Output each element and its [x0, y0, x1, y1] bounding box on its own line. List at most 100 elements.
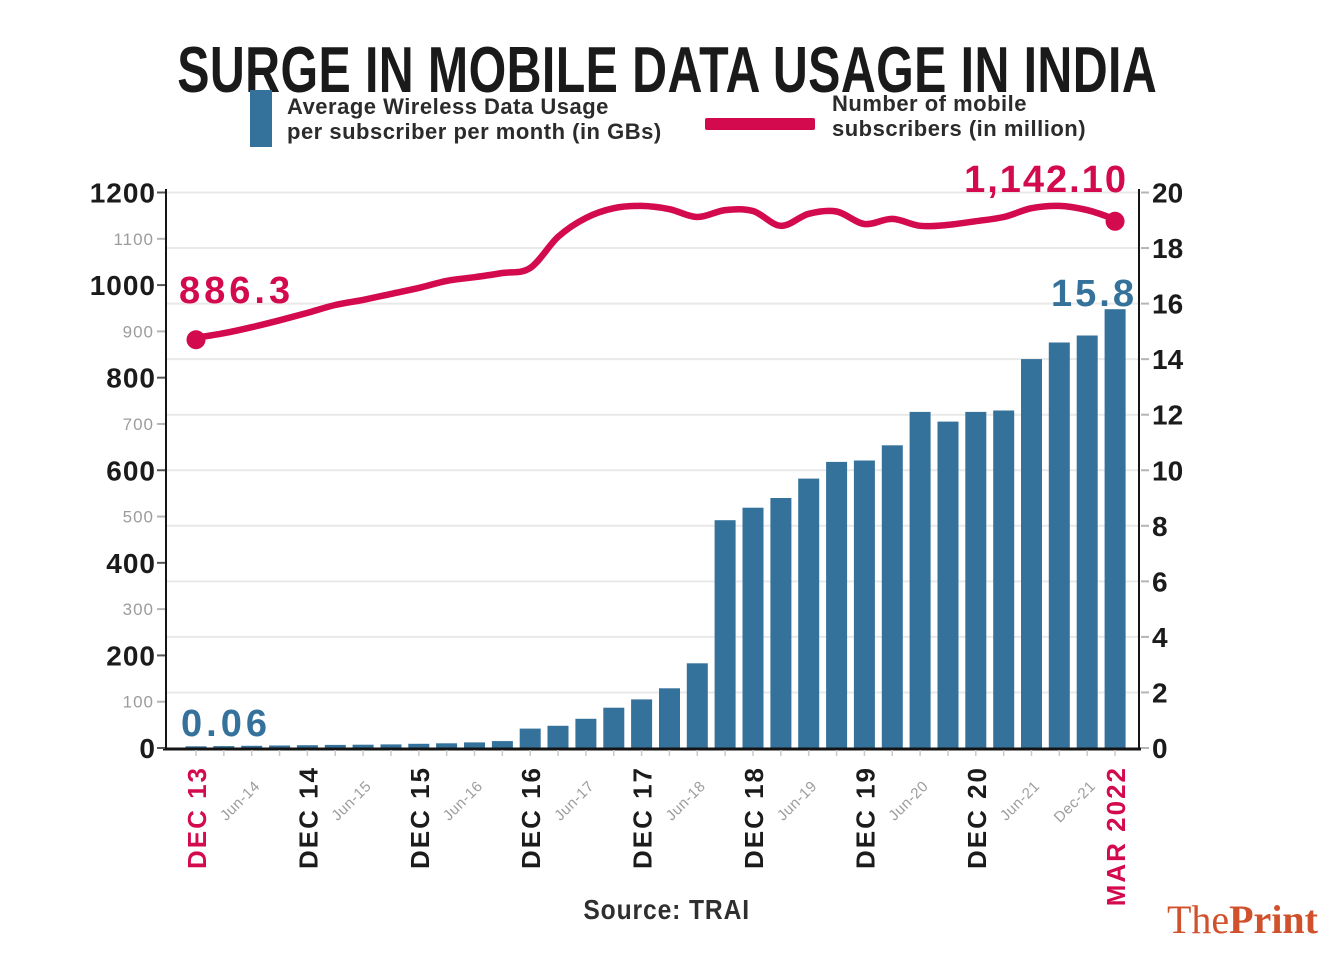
right-tick-label-10: 10: [1152, 455, 1183, 486]
right-tick-label-8: 8: [1152, 511, 1168, 542]
bar-Mar-16: [436, 743, 458, 748]
x-label-MAR 2022: MAR 2022: [1101, 766, 1131, 906]
logo-the: The: [1166, 897, 1230, 942]
bar-legend-label: Average Wireless Data Usage per subscrib…: [287, 94, 662, 144]
x-label-Jun-14: Jun-14: [217, 778, 264, 825]
page-title-text: SURGE IN MOBILE DATA USAGE IN INDIA: [176, 34, 1157, 107]
left-tick-label-200: 200: [106, 640, 156, 671]
bar-Mar-15: [324, 744, 346, 748]
left-tick-label-0: 0: [139, 733, 156, 764]
bar-Sep-19: [826, 461, 848, 748]
bar-Mar-14: [213, 746, 235, 748]
source-note: Source: TRAI: [0, 894, 1334, 926]
x-axis-tick-labels: DEC 13 Jun-14 DEC 14 Jun-15 DEC 15 Jun-16 DEC …: [182, 750, 1131, 906]
x-label-Dec-21: Dec-21: [1051, 778, 1099, 826]
bar-Sep-14: [269, 745, 291, 748]
bar-Dec-14: [296, 745, 318, 748]
right-axis-tick-labels: 0 2 4 6 8 10 12 14 16 18 20: [1141, 178, 1184, 764]
source-note-text: Source: TRAI: [583, 894, 751, 925]
line-legend-label: Number of mobile subscribers (in million…: [832, 91, 1086, 141]
bar-Sep-21: [1048, 342, 1070, 748]
left-tick-label-1000: 1000: [90, 270, 156, 301]
left-axis-tick-labels: 0 200 400 600 800 1000 1200 100 300 500 700 900 1100: [90, 178, 165, 764]
bar-Jun-18: [686, 663, 708, 748]
bar-Jun-20: [909, 411, 931, 748]
bar-Mar-19: [770, 498, 792, 748]
line-legend-label-line2: subscribers (in million): [832, 116, 1087, 141]
bar-Dec-19: [853, 460, 875, 748]
bar-legend-label-line2: per subscriber per month (in GBs): [287, 119, 662, 144]
bar-Mar-20: [881, 445, 903, 748]
x-label-DEC 13: DEC 13: [182, 766, 212, 869]
bar-Sep-17: [603, 707, 625, 748]
subscribers-line: [192, 202, 1119, 341]
left-tick-label-600: 600: [106, 455, 156, 486]
right-tick-label-12: 12: [1152, 400, 1183, 431]
line-end-dot: [1105, 211, 1125, 231]
left-tick-label-700: 700: [123, 415, 154, 434]
right-tick-label-4: 4: [1152, 622, 1168, 653]
line-legend-label-line1: Number of mobile: [832, 91, 1028, 116]
bar-Mar-22: [1104, 309, 1126, 748]
left-tick-label-500: 500: [123, 508, 154, 527]
bar-end-value-label: 15.8: [1051, 273, 1137, 315]
bar-Mar-21: [993, 410, 1015, 748]
x-label-Jun-18: Jun-18: [663, 778, 710, 825]
right-tick-label-14: 14: [1152, 344, 1184, 375]
bar-Sep-18: [714, 520, 736, 748]
bar-legend-swatch-icon: [250, 90, 272, 147]
x-label-DEC 19: DEC 19: [850, 766, 880, 869]
logo-print: Print: [1229, 897, 1318, 942]
right-tick-label-0: 0: [1152, 733, 1168, 764]
x-label-DEC 15: DEC 15: [405, 766, 435, 869]
bar-series: [185, 309, 1126, 748]
bar-Jun-21: [1021, 359, 1042, 748]
bar-Sep-16: [491, 741, 513, 748]
bar-Jun-15: [352, 744, 374, 748]
x-label-DEC 17: DEC 17: [628, 766, 658, 869]
x-label-Jun-16: Jun-16: [440, 778, 487, 825]
x-label-Jun-15: Jun-15: [328, 778, 375, 825]
line-legend-swatch-icon: [705, 118, 815, 130]
left-tick-label-900: 900: [123, 322, 154, 341]
x-label-DEC 18: DEC 18: [739, 766, 769, 869]
x-label-Jun-17: Jun-17: [551, 778, 598, 825]
line-start-value-label: 886.3: [179, 270, 294, 312]
bar-Dec-16: [519, 728, 541, 748]
right-tick-label-16: 16: [1152, 289, 1183, 320]
bar-Dec-21: [1076, 335, 1098, 748]
x-label-Jun-20: Jun-20: [885, 778, 932, 825]
line-end-value-label: 1,142.10: [964, 159, 1128, 201]
bar-Jun-16: [464, 742, 485, 748]
bar-Dec-13: [185, 746, 207, 748]
bar-Sep-15: [380, 744, 402, 748]
x-label-DEC 14: DEC 14: [293, 766, 323, 869]
line-series: [186, 202, 1125, 350]
left-tick-label-400: 400: [106, 548, 156, 579]
x-label-Jun-19: Jun-19: [774, 778, 821, 825]
left-tick-label-300: 300: [123, 600, 154, 619]
line-start-dot: [186, 330, 206, 350]
bar-Mar-17: [547, 725, 569, 748]
left-tick-label-800: 800: [106, 363, 156, 394]
right-tick-label-20: 20: [1152, 178, 1183, 209]
bar-Jun-19: [798, 478, 820, 748]
right-tick-label-2: 2: [1152, 677, 1168, 708]
right-tick-label-18: 18: [1152, 233, 1183, 264]
bar-legend-label-line1: Average Wireless Data Usage: [287, 94, 609, 119]
x-label-DEC 20: DEC 20: [962, 766, 992, 869]
bar-start-value-label: 0.06: [181, 703, 271, 745]
left-tick-label-1100: 1100: [113, 230, 154, 249]
right-tick-label-6: 6: [1152, 566, 1168, 597]
bar-Dec-18: [742, 507, 764, 748]
x-label-DEC 16: DEC 16: [516, 766, 546, 869]
theprint-logo: ThePrint: [1167, 896, 1318, 943]
bar-Jun-14: [241, 745, 263, 748]
x-label-Jun-21: Jun-21: [997, 778, 1044, 825]
left-tick-label-1200: 1200: [90, 178, 156, 209]
bar-Mar-18: [659, 688, 680, 748]
bar-Dec-20: [965, 411, 987, 748]
bar-Dec-15: [408, 743, 430, 748]
